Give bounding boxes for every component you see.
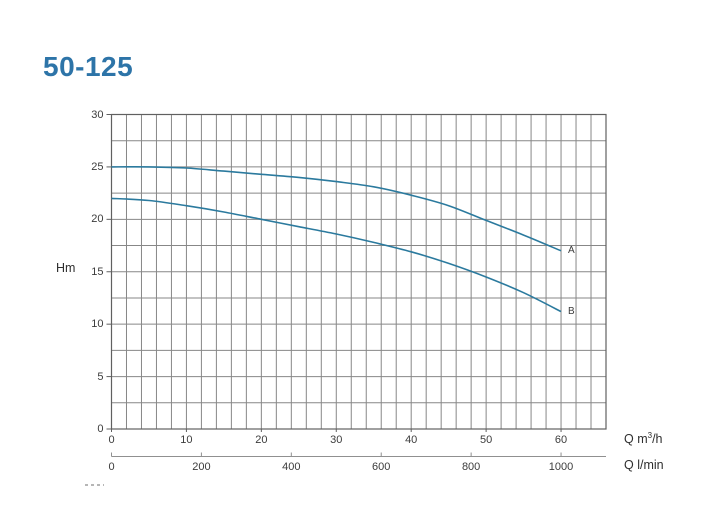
x-tick-label-lmin: 400 — [282, 461, 301, 473]
x-axis-primary-title-prefix: Q m — [624, 432, 648, 446]
x-tick-label-m3h: 50 — [479, 434, 493, 446]
y-tick-label: 30 — [91, 108, 104, 121]
x-tick-label-m3h: 20 — [255, 434, 268, 446]
x-tick-label-m3h: 0 — [108, 434, 115, 446]
x-tick-label-lmin: 200 — [192, 461, 211, 473]
curve-label-A: A — [568, 244, 575, 256]
x-tick-label-m3h: 10 — [180, 434, 193, 446]
x-axis-primary-title: Q m3/h — [624, 430, 663, 446]
y-tick-label: 0 — [97, 423, 104, 435]
y-tick-label: 5 — [97, 370, 104, 383]
y-tick-label: 10 — [91, 318, 104, 331]
x-tick-label-lmin: 1000 — [548, 461, 574, 473]
x-tick-label-lmin: 800 — [461, 461, 481, 473]
x-tick-label-lmin: 0 — [108, 461, 115, 473]
curve-A — [111, 166, 562, 252]
y-axis-title: Hm — [56, 261, 76, 275]
x-tick-label-m3h: 60 — [554, 434, 568, 446]
curve-B — [111, 197, 562, 313]
cropped-label-artifact — [85, 484, 104, 486]
y-tick-label: 25 — [91, 160, 104, 173]
page-title: 50-125 — [43, 51, 134, 82]
x-axis-secondary-title: Q l/min — [624, 458, 664, 472]
y-tick-label: 15 — [91, 265, 104, 278]
x-axis-primary-title-suffix: /h — [652, 432, 663, 446]
x-tick-label-lmin: 600 — [372, 461, 391, 473]
x-axis-primary-title-sup: 3 — [647, 430, 653, 440]
curve-label-B: B — [568, 305, 575, 317]
y-tick-label: 20 — [91, 213, 104, 226]
x-tick-label-m3h: 30 — [330, 434, 343, 446]
x-tick-label-m3h: 40 — [405, 434, 418, 446]
